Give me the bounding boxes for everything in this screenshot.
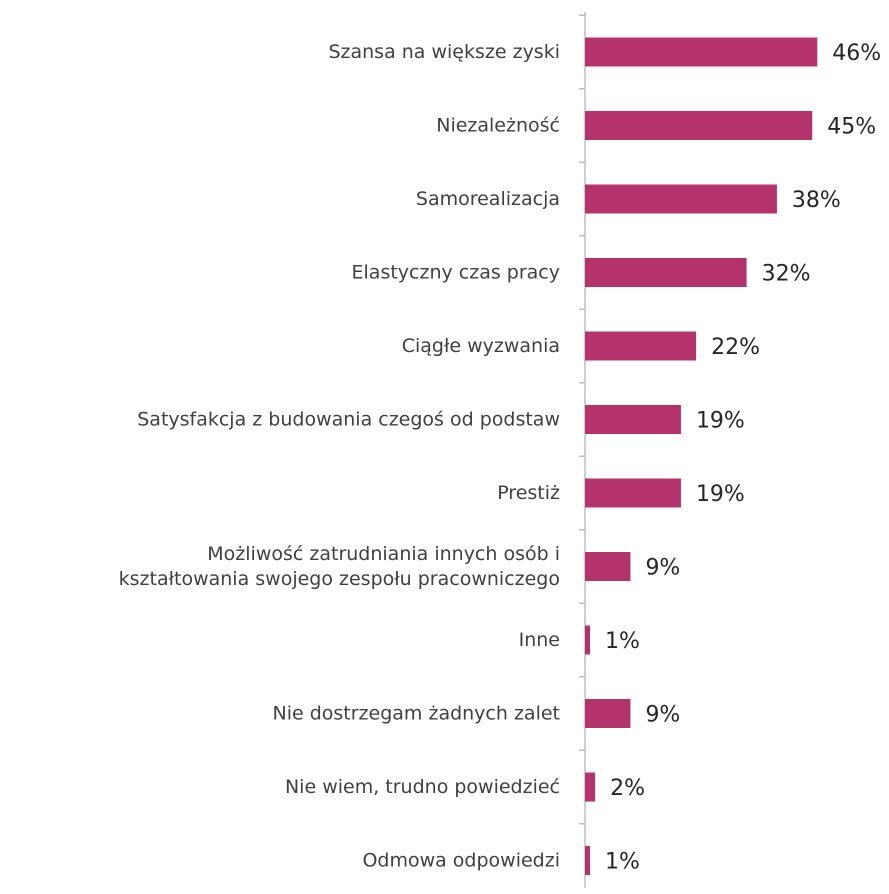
- category-label: Niezależność: [436, 115, 560, 137]
- data-label: 22%: [711, 335, 760, 360]
- category-label: Ciągłe wyzwania: [402, 335, 560, 357]
- category-label-line: Satysfakcja z budowania czegoś od podsta…: [137, 409, 560, 431]
- category-label-line: Niezależność: [436, 115, 560, 137]
- data-label: 1%: [605, 850, 640, 875]
- bar: [585, 846, 591, 875]
- category-label: Elastyczny czas pracy: [352, 262, 560, 284]
- category-label-line: Szansa na większe zyski: [328, 41, 560, 63]
- category-label: Nie wiem, trudno powiedzieć: [285, 776, 560, 798]
- data-label: 2%: [610, 776, 645, 801]
- category-label: Samorealizacja: [416, 188, 560, 210]
- bar: [585, 625, 591, 655]
- value-labels: 46% 45% 38% 32% 22% 19% 19% 9% 1% 9% 2% 1%: [605, 41, 881, 875]
- bars-layer: [585, 37, 818, 875]
- category-label-line: Nie wiem, trudno powiedzieć: [285, 776, 560, 798]
- category-label: Szansa na większe zyski: [328, 41, 560, 63]
- data-label: 38%: [792, 188, 841, 213]
- category-label: Nie dostrzegam żadnych zalet: [272, 703, 560, 725]
- category-label-line: Prestiż: [497, 482, 560, 504]
- data-label: 9%: [645, 703, 680, 728]
- category-label-line: Nie dostrzegam żadnych zalet: [272, 703, 560, 725]
- bar: [585, 331, 697, 361]
- bar: [585, 258, 747, 287]
- bar: [585, 552, 631, 581]
- category-label-line: Elastyczny czas pracy: [352, 262, 560, 284]
- bar: [585, 184, 777, 214]
- category-label: Możliwość zatrudniania innych osób i kszt…: [119, 543, 560, 590]
- category-label: Prestiż: [497, 482, 560, 504]
- category-label-line: Możliwość zatrudniania innych osób i: [207, 543, 560, 565]
- bar: [585, 699, 631, 728]
- data-label: 1%: [605, 629, 640, 654]
- bar: [585, 37, 818, 67]
- bar: [585, 772, 596, 802]
- category-labels: Szansa na większe zyski Niezależność Samor…: [119, 41, 560, 872]
- data-label: 19%: [696, 482, 745, 507]
- category-label-line: Inne: [519, 629, 560, 651]
- bar: [585, 405, 681, 434]
- data-label: 32%: [762, 262, 811, 287]
- category-label: Satysfakcja z budowania czegoś od podsta…: [137, 409, 560, 431]
- bar: [585, 111, 813, 140]
- category-label-line: Samorealizacja: [416, 188, 560, 210]
- bar: [585, 478, 681, 508]
- category-label-line: kształtowania swojego zespołu pracownicz…: [119, 568, 560, 590]
- data-label: 46%: [832, 41, 881, 66]
- axis-layer: [579, 12, 586, 888]
- category-label: Inne: [519, 629, 560, 651]
- data-label: 9%: [645, 556, 680, 581]
- category-label-line: Odmowa odpowiedzi: [362, 850, 560, 872]
- data-label: 19%: [696, 409, 745, 434]
- data-label: 45%: [827, 115, 876, 140]
- category-label-line: Ciągłe wyzwania: [402, 335, 560, 357]
- category-label: Odmowa odpowiedzi: [362, 850, 560, 872]
